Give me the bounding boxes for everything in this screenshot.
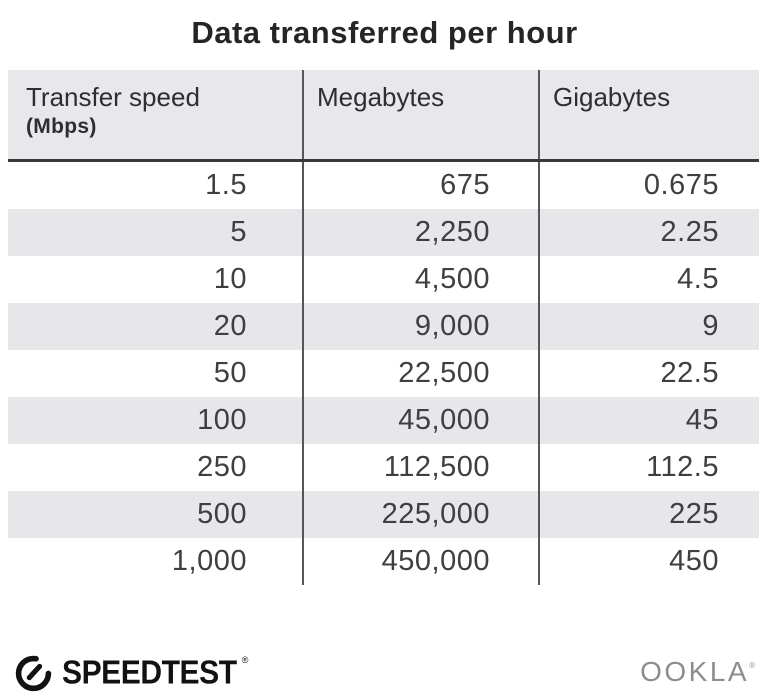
cell-megabytes: 9,000 [302, 303, 538, 350]
table-row: 10 4,500 4.5 [8, 256, 759, 303]
header-label-gigabytes: Gigabytes [553, 82, 671, 112]
cell-transfer-speed: 50 [213, 357, 247, 389]
page-title: Data transferred per hour [191, 15, 578, 50]
header-cell-megabytes: Megabytes [302, 70, 538, 159]
cell-megabytes: 22,500 [302, 350, 538, 397]
registered-mark: ® [749, 661, 755, 670]
cell-gigabytes: 45 [538, 397, 759, 444]
data-table: Transfer speed (Mbps) Megabytes Gigabyte… [8, 70, 759, 585]
registered-mark: ® [241, 654, 249, 665]
cell-transfer-speed: 10 [213, 263, 247, 295]
cell-gigabytes: 112.5 [538, 444, 759, 491]
header-label-megabytes: Megabytes [317, 82, 445, 112]
cell-transfer-speed: 500 [197, 498, 247, 530]
header-row: Transfer speed (Mbps) Megabytes Gigabyte… [8, 70, 759, 162]
table-row: 100 45,000 45 [8, 397, 759, 444]
cell-gigabytes: 450 [538, 538, 759, 585]
table-row: 500 225,000 225 [8, 491, 759, 538]
ookla-wordmark: OOKLA [640, 656, 750, 687]
table-row: 1,000 450,000 450 [8, 538, 759, 585]
cell-megabytes: 675 [302, 162, 538, 209]
cell-gigabytes: 2.25 [538, 209, 759, 256]
cell-transfer-speed: 1.5 [205, 169, 247, 201]
cell-transfer-speed: 1,000 [171, 545, 247, 577]
cell-megabytes: 112,500 [302, 444, 538, 491]
cell-gigabytes: 9 [538, 303, 759, 350]
cell-transfer-speed: 20 [213, 310, 247, 342]
footer: SPEEDTEST ® OOKLA ® [0, 648, 769, 696]
speedtest-wordmark: SPEEDTEST [62, 652, 237, 691]
cell-transfer-speed: 5 [230, 216, 247, 248]
cell-gigabytes: 225 [538, 491, 759, 538]
cell-megabytes: 225,000 [302, 491, 538, 538]
header-sublabel-mbps: (Mbps) [26, 115, 97, 139]
cell-megabytes: 2,250 [302, 209, 538, 256]
table-row: 5 2,250 2.25 [8, 209, 759, 256]
table-row: 1.5 675 0.675 [8, 162, 759, 209]
cell-transfer-speed: 100 [197, 404, 247, 436]
table-row: 50 22,500 22.5 [8, 350, 759, 397]
header-label-transfer-speed: Transfer speed [26, 82, 200, 112]
cell-megabytes: 45,000 [302, 397, 538, 444]
cell-gigabytes: 22.5 [538, 350, 759, 397]
cell-megabytes: 4,500 [302, 256, 538, 303]
speedtest-gauge-icon [15, 655, 52, 691]
header-cell-transfer-speed: Transfer speed (Mbps) [8, 70, 302, 159]
table-row: 250 112,500 112.5 [8, 444, 759, 491]
cell-gigabytes: 4.5 [538, 256, 759, 303]
ookla-logo: OOKLA ® [640, 656, 755, 688]
cell-transfer-speed: 250 [197, 451, 247, 483]
table-row: 20 9,000 9 [8, 303, 759, 350]
cell-megabytes: 450,000 [302, 538, 538, 585]
cell-gigabytes: 0.675 [538, 162, 759, 209]
speedtest-logo: SPEEDTEST ® [13, 651, 248, 694]
header-cell-gigabytes: Gigabytes [538, 70, 759, 159]
